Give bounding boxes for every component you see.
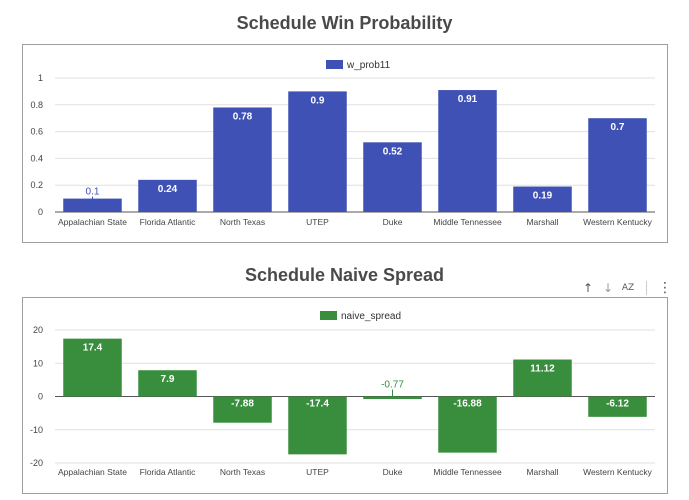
data-label: -16.88 <box>453 399 482 410</box>
x-tick-label: Middle Tennessee <box>433 467 502 477</box>
sort-az-icon[interactable]: AZ <box>621 283 635 293</box>
data-label: -6.12 <box>606 399 629 410</box>
chart-panel-win-probability: 0 0.2 0.4 0.6 0.8 1 w_prob11 0.1 Appalachian Sta… <box>22 44 668 243</box>
y-tick-label: 0.8 <box>30 100 43 110</box>
bar <box>513 359 572 397</box>
bar <box>588 118 647 212</box>
y-tick-label: 0 <box>38 392 43 402</box>
data-label: 0.78 <box>233 111 253 122</box>
bar <box>63 338 122 397</box>
data-label: -7.88 <box>231 399 254 410</box>
data-label: 0.24 <box>158 184 178 195</box>
chart-panel-naive-spread: -20 -10 0 10 20 naive_spread 17.4 Appalachian S… <box>22 297 668 494</box>
bar <box>438 90 497 212</box>
x-tick-label: Duke <box>383 467 403 477</box>
bar <box>288 91 347 212</box>
x-tick-label: Western Kentucky <box>583 217 653 227</box>
x-tick-label: Marshall <box>526 217 558 227</box>
y-tick-label: 20 <box>33 325 43 335</box>
x-tick-label: Marshall <box>526 467 558 477</box>
bar <box>363 142 422 212</box>
toolbar-divider <box>646 281 647 295</box>
chart-title-win-probability: Schedule Win Probability <box>236 13 453 33</box>
y-tick-label: 0.6 <box>30 127 43 137</box>
legend-label: naive_spread <box>341 311 401 322</box>
legend-swatch <box>320 311 337 320</box>
y-tick-label: -20 <box>30 458 43 468</box>
x-tick-label: Western Kentucky <box>583 467 653 477</box>
more-vert-icon[interactable]: ⋮ <box>658 280 672 296</box>
data-label: 0.91 <box>458 94 478 105</box>
data-label: -0.77 <box>381 380 404 391</box>
x-tick-label: Middle Tennessee <box>433 217 502 227</box>
data-label: 17.4 <box>83 343 103 354</box>
y-tick-label: 0.4 <box>30 153 43 163</box>
arrow-down-icon[interactable]: ↓ <box>602 281 614 295</box>
legend: w_prob11 <box>326 60 391 71</box>
bar <box>288 396 347 455</box>
x-tick-label: Duke <box>383 217 403 227</box>
bar <box>438 396 497 453</box>
chart-title-naive-spread: Schedule Naive Spread <box>244 265 445 285</box>
bar <box>513 186 572 212</box>
bar <box>363 396 422 400</box>
y-tick-label: 0.2 <box>30 180 43 190</box>
win-probability-chart: 0 0.2 0.4 0.6 0.8 1 w_prob11 0.1 Appalachian Sta… <box>30 60 655 227</box>
y-tick-label: 0 <box>38 207 43 217</box>
data-label: 0.1 <box>86 187 100 198</box>
x-tick-label: UTEP <box>306 217 329 227</box>
bar <box>213 107 272 212</box>
x-tick-label: UTEP <box>306 467 329 477</box>
naive-spread-chart: -20 -10 0 10 20 naive_spread 17.4 Appalachian S… <box>30 311 655 477</box>
bar <box>588 396 647 417</box>
x-tick-label: North Texas <box>220 467 265 477</box>
data-label: 0.9 <box>311 95 325 106</box>
x-tick-label: Florida Atlantic <box>140 467 196 477</box>
y-tick-label: -10 <box>30 425 43 435</box>
x-tick-label: Appalachian State <box>58 217 127 227</box>
data-label: 0.52 <box>383 146 403 157</box>
data-label: 7.9 <box>161 374 175 385</box>
y-tick-label: 1 <box>38 73 43 83</box>
legend-swatch <box>326 60 343 69</box>
x-tick-label: Florida Atlantic <box>140 217 196 227</box>
bar <box>213 396 272 423</box>
bar <box>138 370 197 397</box>
bar <box>138 179 197 212</box>
data-label: 11.12 <box>530 364 555 375</box>
arrow-up-icon[interactable]: ↑ <box>582 281 594 295</box>
x-tick-label: Appalachian State <box>58 467 127 477</box>
y-tick-label: 10 <box>33 358 43 368</box>
data-label: 0.19 <box>533 191 553 202</box>
x-tick-label: North Texas <box>220 217 265 227</box>
legend: naive_spread <box>320 311 401 322</box>
data-label: 0.7 <box>611 122 625 133</box>
data-label: -17.4 <box>306 399 329 410</box>
chart-toolbar: ↑ ↓ AZ ⋮ <box>578 278 675 298</box>
legend-label: w_prob11 <box>346 60 391 71</box>
